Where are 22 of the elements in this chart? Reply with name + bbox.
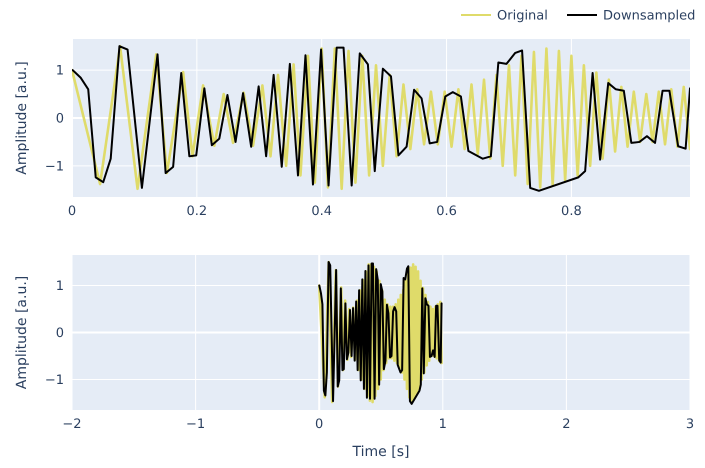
x-tick-label: −1: [186, 417, 206, 432]
x-tick-label: 0: [315, 417, 324, 432]
x-tick-label: 0.8: [561, 204, 582, 219]
y-tick-label: −1: [44, 159, 64, 174]
x-tick-label: 3: [686, 417, 694, 432]
x-tick-label: 0.2: [186, 204, 208, 219]
y-tick-label: 1: [56, 279, 64, 294]
x-axis-title: Time [s]: [352, 444, 410, 460]
x-tick-label: −2: [62, 417, 82, 432]
x-tick-label: 0.6: [436, 204, 457, 219]
legend-label: Downsampled: [603, 8, 696, 24]
y-tick-label: −1: [44, 372, 64, 388]
y-axis-title: Amplitude [a.u.]: [14, 61, 30, 175]
x-tick-label: 1: [438, 417, 447, 432]
x-tick-label: 0.4: [311, 204, 332, 219]
y-tick-label: 0: [56, 326, 64, 341]
y-tick-label: 0: [56, 112, 64, 126]
y-axis-title: Amplitude [a.u.]: [14, 276, 30, 390]
legend-label: Original: [497, 8, 548, 24]
x-tick-label: 2: [562, 417, 571, 432]
x-tick-label: 0: [68, 204, 76, 219]
y-tick-label: 1: [56, 64, 64, 79]
